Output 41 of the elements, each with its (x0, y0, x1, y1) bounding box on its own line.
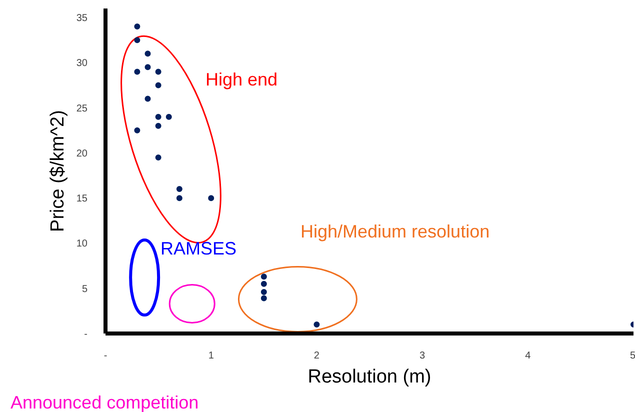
y-tick-label: - (84, 329, 88, 340)
point (166, 114, 172, 120)
point (260, 274, 267, 280)
x-tick-label: 4 (525, 350, 532, 362)
point (260, 280, 267, 287)
point (155, 114, 162, 120)
annotation: High/Medium resolution (300, 222, 490, 242)
point (155, 82, 162, 88)
x-tick-label: 2 (314, 350, 320, 362)
y-tick-label: 25 (76, 103, 88, 114)
point (144, 64, 151, 70)
y-tick-label: 10 (76, 238, 88, 250)
point (144, 50, 151, 57)
point (208, 195, 214, 202)
text: Announced competition (10, 392, 199, 412)
y-axis-title: Price ($/km^2) (47, 110, 68, 232)
point (155, 68, 162, 75)
point (144, 96, 151, 102)
y-tick-label: 20 (76, 148, 88, 160)
point (314, 321, 320, 328)
point (134, 68, 140, 75)
x-tick-label: 5 (630, 350, 635, 362)
point (260, 288, 267, 295)
point (260, 295, 267, 302)
y-tick-label: 35 (76, 13, 88, 24)
x-tick-label: 1 (208, 350, 214, 362)
point (134, 24, 140, 30)
point (134, 37, 140, 44)
point (134, 127, 140, 134)
point (155, 122, 162, 129)
point (155, 154, 162, 160)
annotation: RAMSES (160, 238, 237, 258)
y-tick-label: 30 (76, 58, 88, 70)
y-tick-label: 5 (82, 284, 88, 295)
point (176, 186, 182, 192)
y-tick-label: 15 (76, 194, 88, 205)
x-axis-title: Resolution (m) (308, 366, 432, 388)
x-tick-label: 3 (420, 350, 426, 362)
x-tick-label: - (104, 350, 108, 362)
point (176, 195, 182, 202)
annotation: High end (206, 70, 278, 90)
